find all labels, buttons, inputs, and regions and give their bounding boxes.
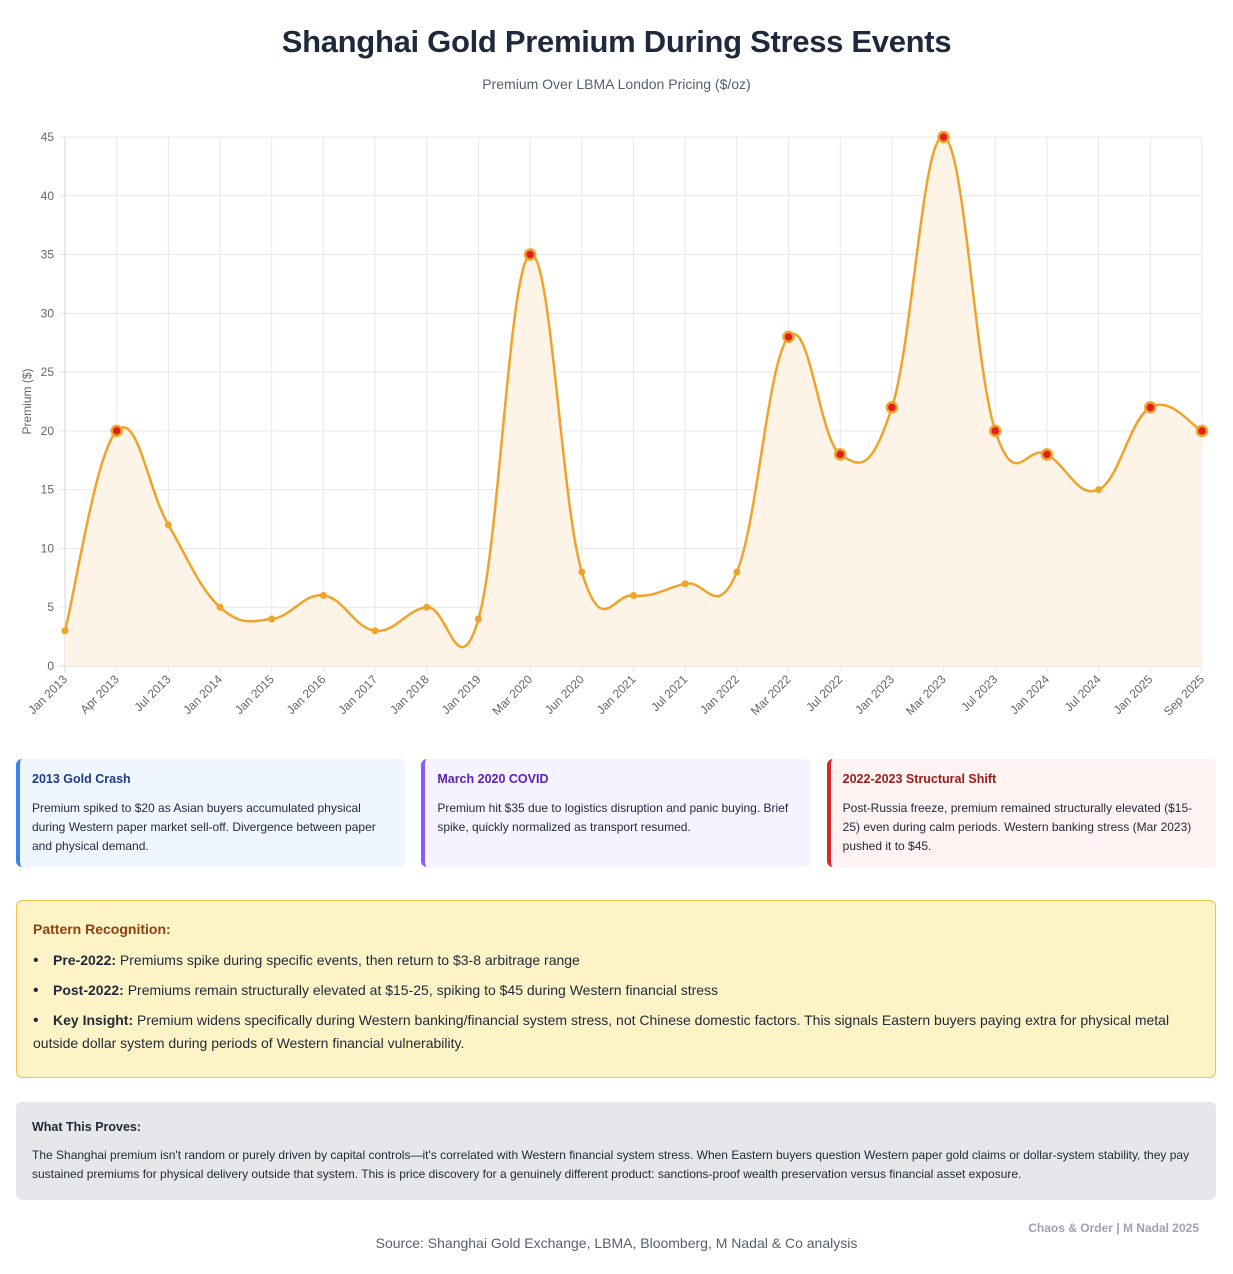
data-point [319, 591, 327, 599]
x-tick-label: Jul 2024 [1062, 672, 1104, 714]
x-tick-label: Sep 2025 [1161, 672, 1207, 718]
brand-credit: Chaos & Order | M Nadal 2025 [1028, 1221, 1199, 1235]
proves-text: The Shanghai premium isn't random or pur… [32, 1148, 1190, 1181]
event-card-2022-2023: 2022-2023 Structural Shift Post-Russia f… [826, 759, 1216, 867]
y-tick-label: 25 [41, 365, 55, 379]
highlight-point [1040, 448, 1054, 461]
y-tick-label: 35 [41, 248, 55, 262]
y-axis-title: Premium ($) [20, 368, 34, 434]
highlight-point [989, 424, 1002, 438]
highlight-point [523, 248, 537, 261]
y-tick-label: 15 [41, 483, 55, 497]
pattern-item-pre-2022: Pre-2022: Premiums spike during specific… [33, 949, 1199, 972]
pattern-item-key-insight: Key Insight: Premium widens specifically… [33, 1009, 1199, 1055]
y-tick-label: 30 [41, 306, 55, 320]
x-tick-label: Jan 2016 [284, 672, 329, 717]
data-point [578, 568, 586, 576]
y-tick-label: 5 [47, 600, 54, 614]
x-tick-label: Mar 2023 [903, 672, 949, 718]
x-tick-label: Jan 2014 [180, 672, 225, 717]
event-card-text: Post-Russia freeze, premium remained str… [842, 801, 1193, 853]
highlight-point [1195, 424, 1209, 438]
data-point [61, 627, 69, 635]
pattern-item-post-2022: Post-2022: Premiums remain structurally … [33, 979, 1199, 1002]
x-tick-label: Jan 2023 [852, 672, 897, 717]
data-point [423, 603, 431, 611]
highlight-point [1144, 401, 1157, 414]
highlight-point [110, 424, 123, 438]
event-card-title: 2013 Gold Crash [32, 772, 131, 786]
x-tick-label: Jan 2025 [1111, 672, 1156, 717]
x-tick-label: Jan 2021 [594, 672, 639, 717]
x-tick-label: Jul 2013 [132, 672, 174, 714]
x-tick-label: Jul 2021 [648, 672, 690, 714]
x-tick-label: Jan 2019 [439, 672, 484, 717]
data-point [733, 568, 741, 576]
x-tick-label: Mar 2020 [490, 672, 536, 718]
highlight-point [885, 401, 899, 414]
page-subtitle: Premium Over LBMA London Pricing ($/oz) [482, 76, 751, 92]
y-tick-label: 20 [41, 424, 55, 438]
pattern-item-text: Premiums spike during specific events, t… [116, 952, 580, 968]
data-point [216, 603, 224, 611]
pattern-item-text: Premium widens specifically during Weste… [33, 1012, 1170, 1051]
data-point [164, 521, 172, 529]
data-point [1095, 486, 1103, 494]
x-tick-label: Apr 2013 [77, 672, 122, 717]
y-tick-label: 45 [41, 130, 55, 144]
x-tick-label: Jan 2017 [335, 672, 380, 717]
pattern-recognition-box: Pattern Recognition: Pre-2022: Premiums … [16, 900, 1216, 1078]
x-tick-label: Jan 2022 [697, 672, 742, 717]
x-tick-label: Jan 2015 [232, 672, 277, 717]
y-tick-label: 40 [41, 189, 55, 203]
area-fill [65, 136, 1202, 666]
x-tick-label: Jul 2022 [803, 672, 845, 714]
event-cards: 2013 Gold Crash Premium spiked to $20 as… [16, 759, 1216, 867]
x-tick-label: Jan 2013 [25, 672, 70, 717]
y-tick-label: 10 [41, 541, 55, 555]
data-point [371, 627, 379, 635]
pattern-item-label: Key Insight: [53, 1012, 134, 1028]
pattern-item-label: Post-2022: [53, 982, 124, 998]
x-tick-label: Jan 2024 [1007, 672, 1052, 717]
highlight-point [782, 330, 795, 344]
page-title: Shanghai Gold Premium During Stress Even… [281, 24, 952, 59]
x-tick-label: Jan 2018 [387, 672, 432, 717]
event-card-title: 2022-2023 Structural Shift [842, 772, 997, 786]
event-card-2013: 2013 Gold Crash Premium spiked to $20 as… [16, 759, 406, 867]
event-card-text: Premium spiked to $20 as Asian buyers ac… [32, 801, 376, 853]
highlight-point [833, 448, 847, 461]
proves-heading: What This Proves: [32, 1120, 142, 1134]
x-tick-label: Mar 2022 [748, 672, 794, 718]
y-tick-label: 0 [47, 659, 54, 673]
data-point [681, 580, 689, 588]
pattern-item-label: Pre-2022: [53, 952, 117, 968]
data-point [630, 591, 637, 599]
data-point [474, 615, 482, 623]
event-card-2020: March 2020 COVID Premium hit $35 due to … [421, 759, 811, 867]
event-card-title: March 2020 COVID [437, 772, 549, 786]
event-card-text: Premium hit $35 due to logistics disrupt… [437, 801, 789, 834]
highlight-point [937, 130, 950, 144]
source-note: Source: Shanghai Gold Exchange, LBMA, Bl… [375, 1235, 858, 1251]
data-point [268, 615, 276, 623]
what-this-proves-box: What This Proves: The Shanghai premium i… [16, 1102, 1216, 1200]
pattern-list: Pre-2022: Premiums spike during specific… [33, 949, 1199, 1055]
pattern-item-text: Premiums remain structurally elevated at… [123, 982, 719, 998]
x-tick-label: Jul 2023 [958, 672, 1000, 714]
x-tick-label: Jun 2020 [542, 672, 587, 717]
pattern-heading: Pattern Recognition: [33, 921, 171, 937]
